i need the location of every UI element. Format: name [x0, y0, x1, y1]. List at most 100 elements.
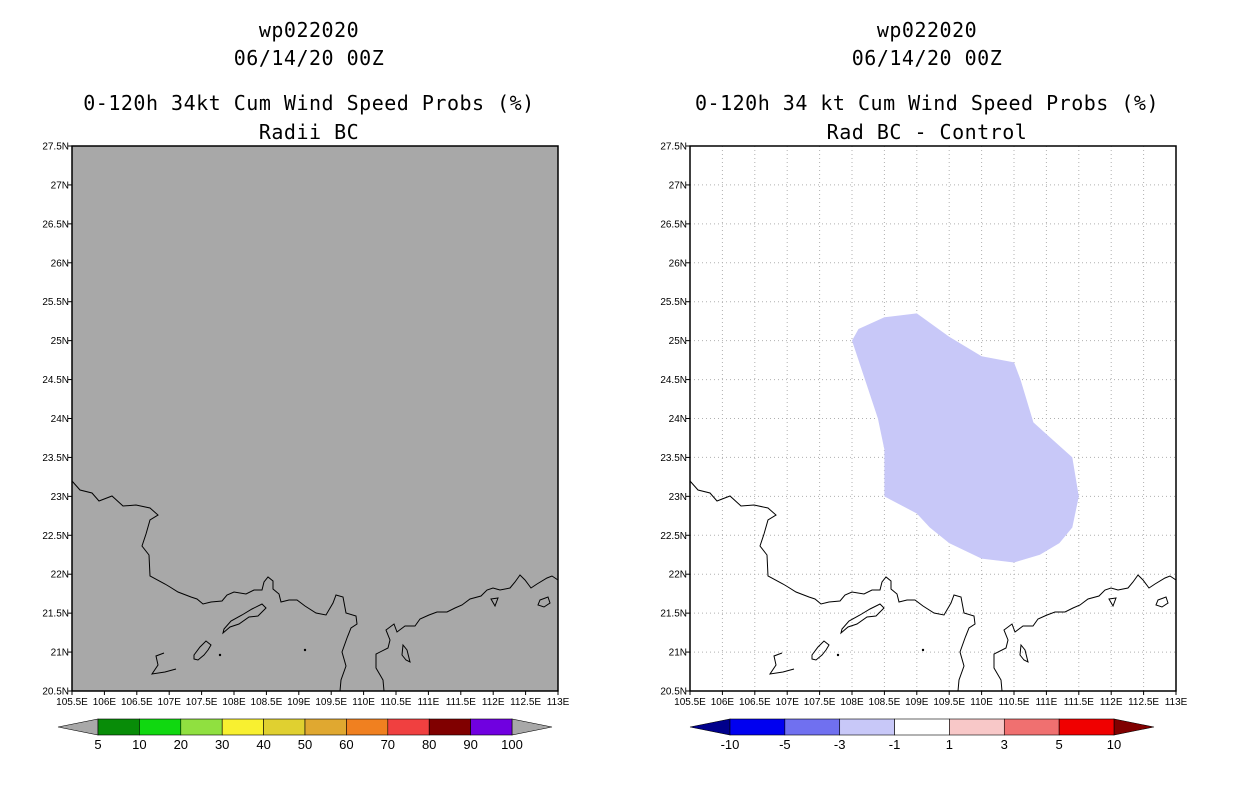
- lon-tick-label: 108.5E: [869, 697, 901, 708]
- colorbar-label: 60: [339, 737, 353, 752]
- lat-tick-label: 21N: [669, 648, 687, 659]
- lon-tick-label: 109.5E: [315, 697, 347, 708]
- colorbar-label: 3: [1001, 737, 1008, 752]
- lon-tick-label: 107.5E: [186, 697, 218, 708]
- lat-tick-label: 25.5N: [660, 297, 687, 308]
- lon-tick-label: 106.5E: [739, 697, 771, 708]
- lat-tick-label: 21.5N: [660, 609, 687, 620]
- colorbar-label: -5: [779, 737, 791, 752]
- lat-tick-label: 27N: [51, 180, 69, 191]
- lon-tick-label: 111.5E: [446, 697, 477, 708]
- colorbar-swatch: [949, 718, 1005, 736]
- lat-tick-label: 26.5N: [42, 219, 69, 230]
- lon-tick-label: 107.5E: [804, 697, 836, 708]
- colorbar-label: -10: [721, 737, 740, 752]
- lon-tick-label: 106E: [93, 697, 117, 708]
- colorbar-underflow-arrow: [689, 718, 731, 736]
- colorbar-label: 30: [215, 737, 229, 752]
- lon-tick-label: 105.5E: [674, 697, 706, 708]
- colorbar-swatch: [1003, 718, 1060, 736]
- lon-tick-label: 109.5E: [933, 697, 965, 708]
- colorbar-swatch: [894, 718, 950, 736]
- lon-tick-label: 111E: [417, 697, 439, 708]
- colorbar-overflow-arrow: [511, 718, 553, 736]
- colorbar-label: 10: [1107, 737, 1121, 752]
- lon-tick-label: 107E: [158, 697, 182, 708]
- colorbar-swatch: [263, 718, 306, 736]
- lat-tick-label: 22N: [51, 570, 69, 581]
- colorbar-swatch: [839, 718, 895, 736]
- colorbar-label: 80: [422, 737, 436, 752]
- map-right: 27.5N 27N 26.5N 26N 25.5N 25N 24.5N 24N 23.5N 23N…: [660, 142, 1188, 753]
- colorbar-label: 5: [1056, 737, 1063, 752]
- panel-subtitle: Radii BC: [258, 120, 360, 144]
- coastline: [689, 480, 1177, 692]
- lat-tick-label: 22.5N: [660, 531, 687, 542]
- lat-tick-label: 20.5N: [42, 687, 69, 698]
- date-time: 06/14/20 00Z: [233, 46, 385, 70]
- lon-tick-label: 110.5E: [381, 697, 412, 708]
- colorbar-swatch: [221, 718, 264, 736]
- colorbar-label: -1: [889, 737, 901, 752]
- colorbar-swatch: [387, 718, 430, 736]
- lat-tick-label: 27.5N: [42, 142, 69, 153]
- lon-tick-label: 110E: [352, 697, 375, 708]
- lon-tick-label: 113E: [1165, 697, 1188, 708]
- colorbar-swatch: [470, 718, 513, 736]
- colorbar-label: 20: [174, 737, 188, 752]
- lat-tick-label: 27.5N: [660, 142, 687, 153]
- lat-tick-label: 23.5N: [660, 453, 687, 464]
- colorbar-underflow-arrow: [57, 718, 99, 736]
- lat-tick-label: 22.5N: [42, 531, 69, 542]
- colorbar-label: -3: [834, 737, 846, 752]
- lat-tick-label: 26N: [669, 258, 687, 269]
- colorbar-label: 40: [256, 737, 270, 752]
- colorbar-label: 5: [94, 737, 101, 752]
- lat-tick-label: 24N: [51, 414, 69, 425]
- lat-tick-label: 26N: [51, 258, 69, 269]
- lon-tick-label: 107E: [776, 697, 800, 708]
- coastline: [71, 480, 559, 692]
- colorbar-swatch: [346, 718, 389, 736]
- lat-tick-label: 25N: [51, 336, 69, 347]
- lon-tick-label: 112E: [1100, 697, 1123, 708]
- colorbar-swatch: [1058, 718, 1115, 736]
- panel-rad-bc-control: wp022020 06/14/20 00Z 0-120h 34 kt Cum W…: [618, 0, 1236, 800]
- lat-tick-label: 23.5N: [42, 453, 69, 464]
- lat-tick-label: 21N: [51, 648, 69, 659]
- lon-tick-label: 109E: [905, 697, 929, 708]
- map-left: 27.5N 27N 26.5N 26N 25.5N 25N 24.5N 24N 23.5N 23N…: [42, 142, 570, 753]
- product-title: 0-120h 34 kt Cum Wind Speed Probs (%): [694, 91, 1160, 115]
- colorbar-label: 70: [381, 737, 395, 752]
- lat-tick-label: 26.5N: [660, 219, 687, 230]
- lat-tick-label: 25N: [669, 336, 687, 347]
- lon-tick-label: 113E: [547, 697, 570, 708]
- colorbar-swatch: [139, 718, 182, 736]
- lat-tick-label: 23N: [669, 492, 687, 503]
- lon-tick-label: 111.5E: [1064, 697, 1095, 708]
- storm-id: wp022020: [876, 18, 978, 42]
- lat-tick-label: 23N: [51, 492, 69, 503]
- lon-tick-label: 108.5E: [251, 697, 283, 708]
- colorbar-swatch: [304, 718, 347, 736]
- colorbar-overflow-arrow: [1113, 718, 1155, 736]
- lat-tick-label: 27N: [669, 180, 687, 191]
- lon-tick-label: 112.5E: [510, 697, 541, 708]
- lat-tick-label: 22N: [669, 570, 687, 581]
- date-time: 06/14/20 00Z: [851, 46, 1003, 70]
- lon-tick-label: 109E: [287, 697, 311, 708]
- colorbar-label: 50: [298, 737, 312, 752]
- panel-subtitle: Rad BC - Control: [826, 120, 1028, 144]
- lon-tick-label: 105.5E: [56, 697, 88, 708]
- product-title: 0-120h 34kt Cum Wind Speed Probs (%): [83, 91, 535, 115]
- colorbar: 5 10 20 30 40 50 60 70 80 90 100: [57, 718, 553, 752]
- lon-tick-label: 110E: [970, 697, 993, 708]
- lat-tick-label: 24N: [669, 414, 687, 425]
- lon-tick-label: 108E: [840, 697, 864, 708]
- lon-tick-label: 110.5E: [999, 697, 1030, 708]
- colorbar-swatch: [428, 718, 471, 736]
- lon-tick-label: 106E: [711, 697, 735, 708]
- lat-tick-label: 20.5N: [660, 687, 687, 698]
- colorbar-label: 10: [132, 737, 146, 752]
- lon-tick-label: 106.5E: [121, 697, 153, 708]
